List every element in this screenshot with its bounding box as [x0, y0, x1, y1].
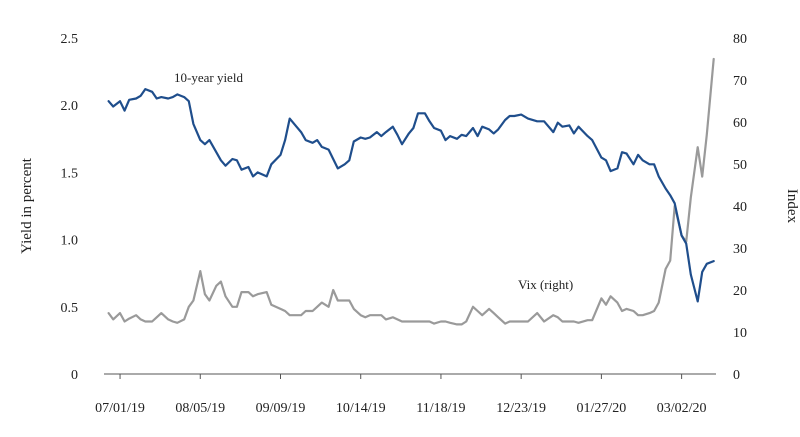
y-axis-right-title: Index [784, 189, 800, 224]
y-right-tick-label: 10 [733, 326, 747, 341]
x-tick-label: 08/05/19 [175, 401, 225, 416]
y-right-tick-label: 20 [733, 284, 747, 299]
y-left-tick-label: 1.5 [61, 166, 79, 181]
y-left-tick-label: 0 [71, 368, 78, 383]
y-right-tick-label: 40 [733, 200, 747, 215]
vix-series-label: Vix (right) [518, 277, 573, 292]
y-right-tick-label: 0 [733, 368, 740, 383]
y-left-tick-label: 2.0 [61, 99, 79, 114]
x-tick-label: 01/27/20 [577, 401, 627, 416]
x-tick-label: 09/09/19 [256, 401, 306, 416]
x-axis: 07/01/19 08/05/19 09/09/19 10/14/19 11/18/19… [95, 374, 707, 416]
x-tick-label: 11/18/19 [416, 401, 465, 416]
y-right-tick-label: 30 [733, 242, 747, 257]
yield-line [107, 88, 715, 303]
y-right-tick-label: 70 [733, 74, 747, 89]
yield-series [107, 88, 715, 303]
y-axis-right: 0 10 20 30 40 50 60 70 80 [733, 32, 747, 383]
x-tick-label: 07/01/19 [95, 401, 145, 416]
vix-line [107, 57, 715, 326]
y-left-tick-label: 0.5 [61, 301, 79, 316]
vix-series [107, 57, 715, 326]
y-axis-left: 0 0.5 1.0 1.5 2.0 2.5 [61, 32, 79, 383]
x-tick-label: 03/02/20 [657, 401, 707, 416]
y-left-tick-label: 1.0 [61, 234, 79, 249]
x-tick-label: 12/23/19 [496, 401, 546, 416]
y-axis-left-title: Yield in percent [19, 157, 35, 254]
y-right-tick-label: 50 [733, 158, 747, 173]
y-left-tick-label: 2.5 [61, 32, 79, 47]
yield-series-label: 10-year yield [174, 70, 243, 85]
y-right-tick-label: 60 [733, 116, 747, 131]
y-right-tick-label: 80 [733, 32, 747, 47]
x-tick-label: 10/14/19 [336, 401, 386, 416]
